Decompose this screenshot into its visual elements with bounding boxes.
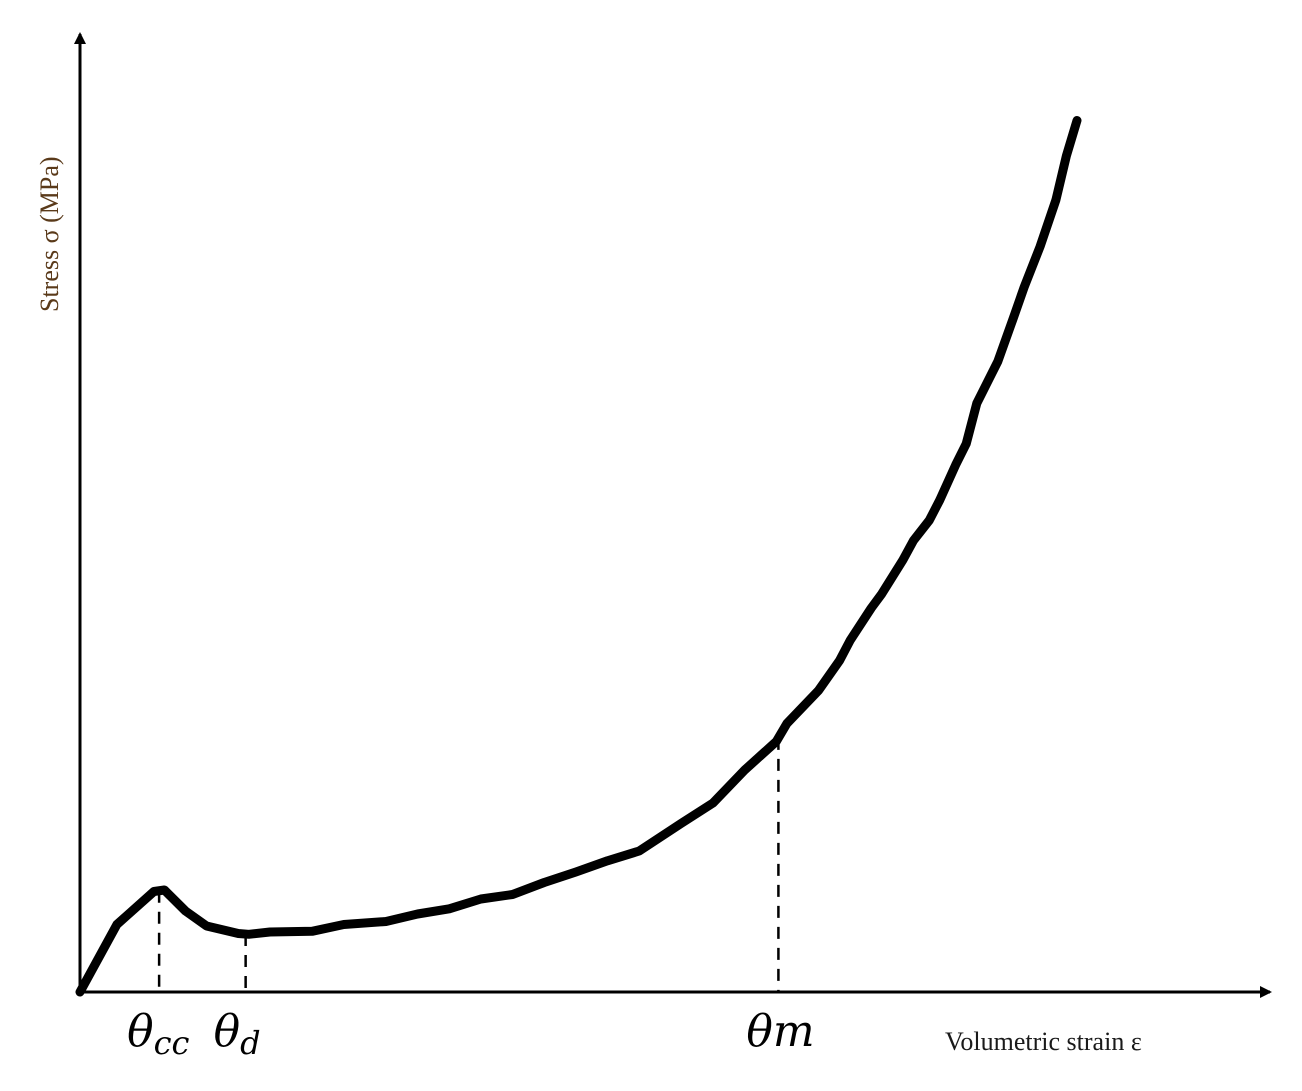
reference-label-sub-1: d (240, 1024, 260, 1062)
reference-label-sub-0: cc (154, 1024, 190, 1062)
stress-strain-curve (75, 116, 1082, 997)
reference-labels: θcc θd θm (127, 1006, 815, 1062)
reference-label-0: θcc (127, 1006, 189, 1062)
x-axis-label: Volumetric strain ε (945, 1027, 1142, 1056)
reference-label-1: θd (214, 1006, 261, 1062)
reference-lines (157, 737, 780, 992)
y-axis-label: Stress σ (MPa) (35, 156, 64, 312)
reference-label-2: θm (746, 1006, 814, 1057)
